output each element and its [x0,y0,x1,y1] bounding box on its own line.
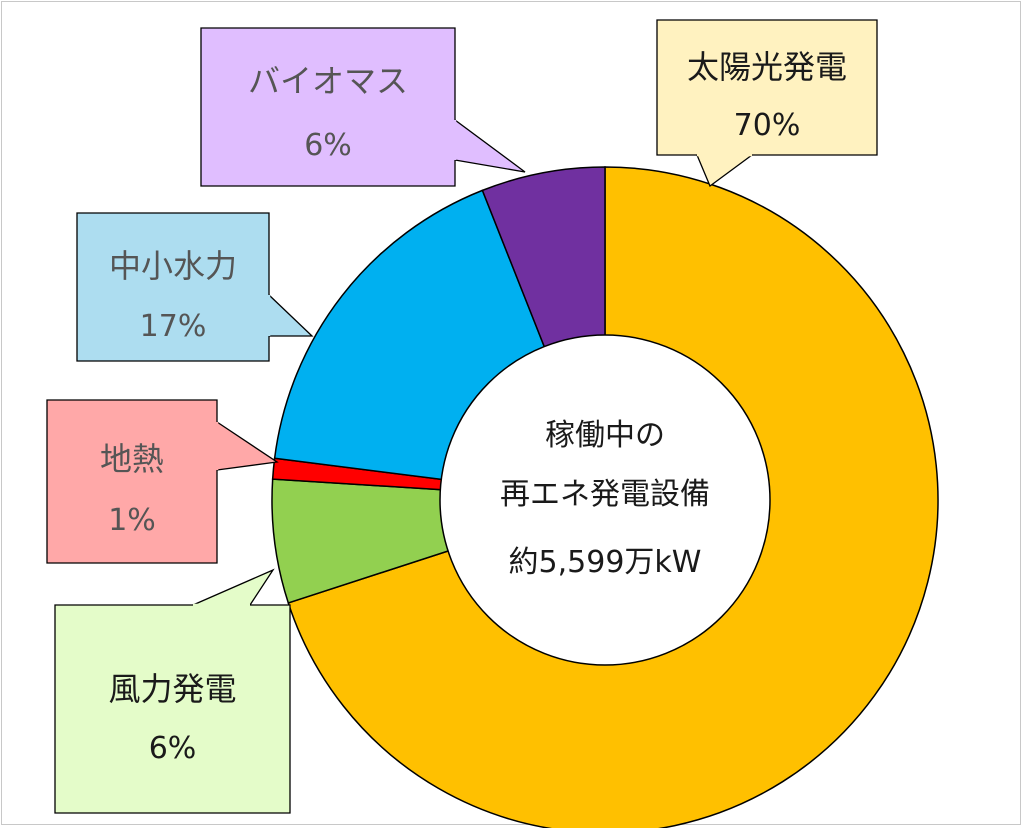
center-line-3: 約5,599万kW [509,545,702,580]
callout-hydro: 中小水力 17% [76,212,314,362]
callout-pointer [216,421,279,471]
slice-label-hydro: 中小水力 [109,247,237,285]
callout-wind: 風力発電 6% [54,568,291,814]
center-label: 稼働中の 再エネ発電設備 約5,599万kW [500,418,710,580]
callout-solar: 太陽光発電 70% [656,19,878,188]
center-line-2: 再エネ発電設備 [500,477,710,512]
slice-label-geothermal: 地熱 [100,440,164,478]
slice-label-solar: 太陽光発電 [687,48,847,86]
callout-box [46,399,218,564]
slice-label-wind: 風力発電 [108,670,236,708]
callout-box [54,604,291,814]
slice-percent-wind: 6% [149,731,197,766]
callout-box [656,19,878,156]
callouts: 太陽光発電 70% 風力発電 6% 地熱 1% 中小水力 17% バイオマス 6% [46,19,878,814]
slice-percent-biomass: 6% [304,128,352,163]
callout-pointer [696,154,753,188]
donut-hole [439,334,771,666]
callout-geothermal: 地熱 1% [46,399,279,564]
callout-pointer [454,119,526,173]
slice-percent-hydro: 17% [140,309,207,344]
callout-pointer [192,568,275,606]
slice-percent-geothermal: 1% [108,503,156,538]
callout-pointer [268,294,314,337]
slice-percent-solar: 70% [734,108,801,143]
callout-biomass: バイオマス 6% [200,27,526,187]
center-line-1: 稼働中の [545,418,665,453]
callout-box [76,212,270,362]
slice-label-biomass: バイオマス [248,62,408,100]
callout-box [200,27,456,187]
